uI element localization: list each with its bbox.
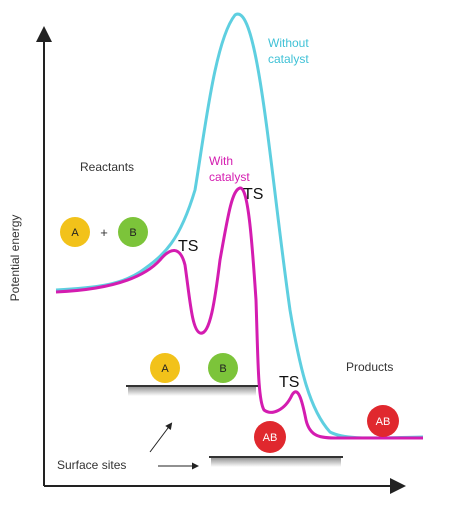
molecule-a-reactant: A xyxy=(60,217,90,247)
molecule-ab-adsorbed: AB xyxy=(254,421,286,453)
curve-without-catalyst xyxy=(55,12,424,440)
svg-text:AB: AB xyxy=(263,432,278,444)
products-label: Products xyxy=(346,360,393,374)
with-catalyst-label-line2: catalyst xyxy=(209,170,250,184)
svg-text:B: B xyxy=(129,227,136,239)
ts-label-3: TS xyxy=(279,374,299,391)
svg-text:A: A xyxy=(71,227,79,239)
molecule-b-reactant: B xyxy=(118,217,148,247)
with-catalyst-label-line1: With xyxy=(209,154,233,168)
svg-text:A: A xyxy=(161,363,169,375)
reactants-label: Reactants xyxy=(80,160,134,174)
plus-sign: + xyxy=(100,225,108,240)
curve-with-catalyst xyxy=(55,186,423,440)
without-catalyst-label-line2: catalyst xyxy=(268,52,309,66)
surface-lower-shadow xyxy=(211,457,341,467)
arrow-to-upper-surface xyxy=(149,422,173,453)
surface-sites-label: Surface sites xyxy=(57,458,126,472)
without-catalyst-label-line1: Without xyxy=(268,36,309,50)
ts-label-1: TS xyxy=(178,238,198,255)
molecule-ab-product: AB xyxy=(367,405,399,437)
molecule-a-adsorbed: A xyxy=(150,353,180,383)
y-axis-label: Potential energy xyxy=(8,215,22,302)
surface-upper-shadow xyxy=(128,386,256,396)
molecule-b-adsorbed: B xyxy=(208,353,238,383)
ts-label-2: TS xyxy=(243,186,263,203)
svg-text:B: B xyxy=(219,363,226,375)
svg-text:AB: AB xyxy=(376,416,391,428)
